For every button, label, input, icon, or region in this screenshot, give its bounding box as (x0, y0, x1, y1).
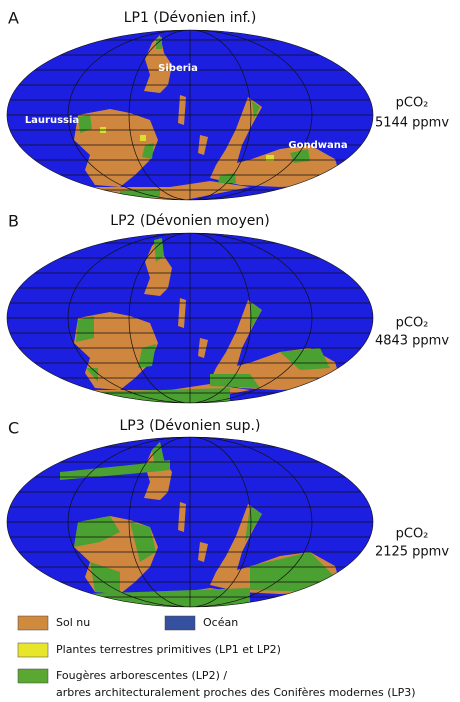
pco2-label: pCO₂ (396, 316, 429, 331)
panel-b: B LP2 (Dévonien moyen) pCO₂ 4843 ppmv (6, 212, 449, 404)
pco2-label: pCO₂ (396, 96, 429, 111)
map (6, 232, 374, 404)
pco2-label: pCO₂ (396, 527, 429, 542)
region-label: Siberia (158, 63, 198, 74)
legend-label: Sol nu (56, 616, 90, 629)
panel-a: A LP1 (Dévonien inf.) Siberia Laurussia … (6, 9, 449, 201)
panel-c: C LP3 (Dévonien sup.) pCO₂ 2125 ppmv (6, 418, 449, 608)
pco2-value: 2125 ppmv (375, 545, 449, 560)
panel-title: LP1 (Dévonien inf.) (124, 10, 257, 26)
legend-label: arbres architecturalement proches des Co… (56, 686, 416, 699)
pco2-value: 5144 ppmv (375, 116, 449, 131)
pco2-value: 4843 ppmv (375, 334, 449, 349)
map: Siberia Laurussia Gondwana (6, 29, 374, 201)
region-label: Gondwana (288, 140, 347, 151)
legend-swatch (17, 615, 49, 631)
legend-swatch (17, 642, 49, 658)
legend-label: Fougères arborescentes (LP2) / (56, 669, 227, 682)
panel-letter: B (8, 212, 19, 231)
panel-letter: A (8, 9, 19, 28)
panel-letter: C (8, 419, 19, 438)
legend-label: Océan (203, 616, 238, 629)
legend-swatch (17, 668, 49, 684)
legend-label: Plantes terrestres primitives (LP1 et LP… (56, 643, 281, 656)
legend-swatch (164, 615, 196, 631)
panel-title: LP3 (Dévonien sup.) (120, 418, 261, 434)
legend: Sol nu Océan Plantes terrestres primitiv… (17, 615, 416, 699)
region-label: Laurussia (25, 115, 79, 126)
map (6, 436, 374, 608)
panel-title: LP2 (Dévonien moyen) (110, 213, 269, 229)
